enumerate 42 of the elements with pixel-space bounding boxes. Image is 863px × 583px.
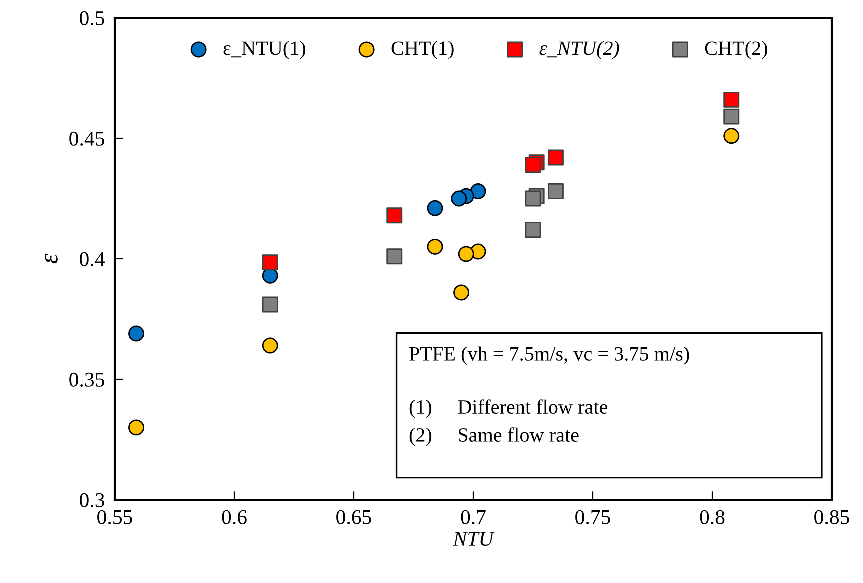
point	[451, 190, 468, 207]
x-tick-label: 0.8	[700, 510, 725, 524]
point	[548, 150, 564, 166]
point	[262, 254, 278, 271]
annotation: PTFE (vh = 7.5m/s, vc = 3.75 m/s)	[410, 346, 690, 366]
point	[262, 338, 278, 354]
legend-label: CHT(1)	[392, 41, 454, 60]
y-tick-label: 0.4	[80, 252, 105, 267]
x-tick-label: 0.7	[461, 510, 486, 524]
x-tick-label: 0.65	[336, 510, 372, 524]
point	[525, 190, 542, 207]
point	[128, 326, 144, 342]
point	[525, 157, 542, 173]
point	[454, 284, 470, 301]
point	[386, 208, 403, 224]
y-tick-label: 0.35	[70, 372, 104, 388]
point	[262, 296, 278, 313]
annotation: (2) Same flow rate	[410, 428, 579, 446]
point	[458, 246, 474, 262]
point	[724, 92, 740, 108]
legend-label: ε_NTU(2)	[540, 41, 620, 60]
x-tick-label: 0.75	[576, 510, 610, 524]
point	[470, 184, 486, 200]
point	[724, 108, 740, 125]
point	[724, 128, 740, 144]
y-tick-label: 0.45	[70, 132, 104, 146]
point	[427, 238, 444, 255]
point	[548, 184, 564, 200]
y-tick-label: 0.3	[80, 493, 104, 508]
x-tick-label: 0.6	[222, 510, 247, 524]
y-tick-label: 0.5	[80, 11, 104, 26]
legend-label: CHT(2)	[705, 41, 768, 60]
x-tick-label: 0.55	[98, 510, 132, 524]
x-tick-label: 0.85	[814, 510, 850, 524]
y-axis-title: ε	[45, 254, 58, 264]
point	[386, 248, 403, 265]
x-axis-title: NTU	[453, 532, 495, 546]
legend-label: ε_NTU(1)	[224, 41, 306, 60]
point	[427, 200, 444, 216]
point	[128, 420, 144, 436]
annotation: (1) Different flow rate	[410, 400, 608, 418]
point	[525, 222, 542, 238]
